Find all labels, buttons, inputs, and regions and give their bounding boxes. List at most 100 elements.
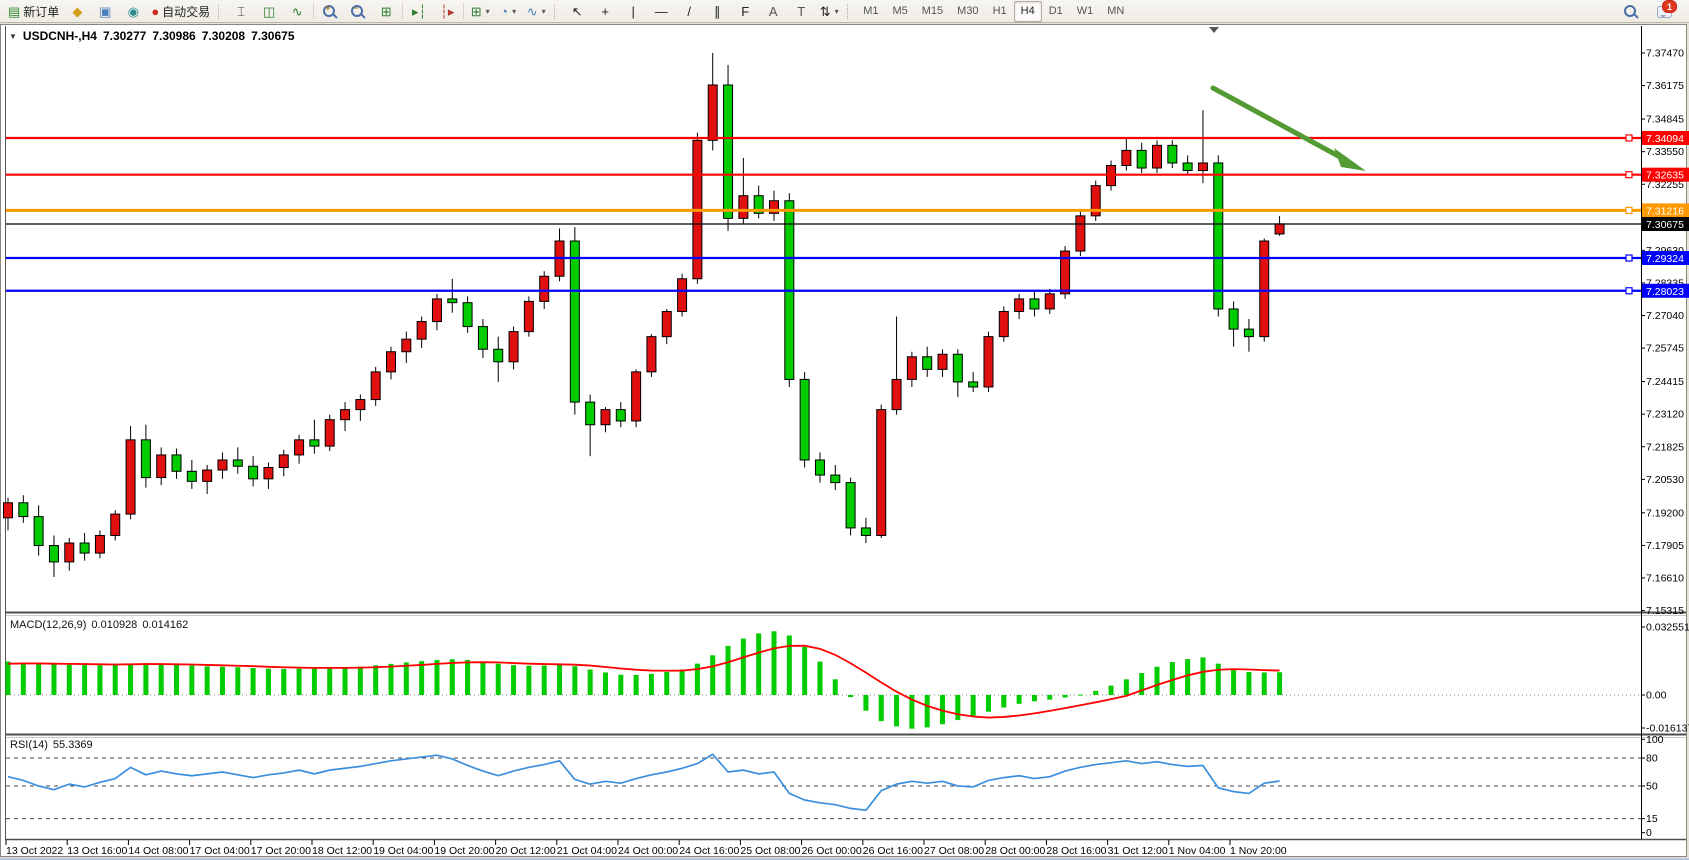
autotrading-icon: ● — [151, 3, 160, 19]
chevron-down-icon: ▾ — [834, 6, 839, 16]
chart-symbol-period: USDCNH-,H4 — [22, 29, 97, 43]
timeframe-m15[interactable]: M15 — [921, 5, 944, 17]
horizontal-line-button[interactable]: — — [647, 1, 675, 22]
vertical-line-button[interactable]: | — [619, 1, 647, 22]
timeframe-m1[interactable]: M1 — [863, 5, 879, 17]
terminal-icon: ▣ — [99, 3, 112, 19]
new-order-button-label: 新订单 — [23, 4, 60, 19]
crosshair-icon: + — [601, 3, 609, 19]
cursor-icon: ↖ — [571, 3, 583, 19]
toolbar-group-timeframes: M1 M5 M15 M30 H1 H4 D1 W1 MN — [856, 0, 1131, 22]
fibonacci-icon: F — [741, 3, 750, 19]
chart-close-value: 7.30675 — [251, 29, 295, 43]
window-bottom-edge — [0, 858, 1689, 860]
zoom-out-icon: − — [350, 3, 366, 18]
toolbar-separator — [313, 3, 315, 19]
macd-signal-value: 0.014162 — [142, 619, 189, 631]
trendline-button[interactable]: / — [675, 1, 703, 22]
chart-low-value: 7.30208 — [201, 29, 246, 43]
new-chart-button[interactable]: ⊞ ▾ — [466, 1, 494, 22]
macd-indicator-label: MACD(12,26,9) 0.010928 0.014162 — [10, 619, 188, 631]
timeframe-mn[interactable]: MN — [1107, 5, 1125, 17]
new-chart-icon: ⊞ — [470, 3, 482, 19]
chart-shift-button[interactable]: ┆▸ — [433, 1, 461, 22]
chart-high-value: 7.30986 — [152, 29, 196, 43]
autotrading-button[interactable]: ● 自动交易 — [147, 1, 214, 22]
chevron-down-icon: ▾ — [512, 6, 517, 16]
auto-scroll-button[interactable]: ▸┆ — [405, 1, 433, 22]
rsi-value: 55.3369 — [52, 739, 93, 751]
arrows-icon: ⇅ — [819, 3, 831, 19]
chart-dropdown-caret[interactable]: ▼ — [9, 31, 17, 41]
line-chart-icon: ∿ — [291, 3, 303, 19]
zoom-in-icon: + — [322, 3, 338, 18]
rsi-indicator-label: RSI(14) 55.3369 — [10, 739, 93, 751]
toolbar-separator — [463, 3, 465, 19]
chevron-down-icon: ▾ — [541, 6, 546, 16]
timeframe-w1[interactable]: W1 — [1076, 5, 1094, 17]
autotrading-button-label: 自动交易 — [162, 4, 211, 19]
arrows-button[interactable]: ⇅ ▾ — [815, 1, 843, 22]
toolbar-separator — [847, 3, 852, 19]
candlestick-icon: ◫ — [263, 3, 276, 19]
new-order-button[interactable]: ▤ 新订单 — [4, 1, 63, 22]
chart-window — [0, 24, 1687, 857]
search-button[interactable] — [1617, 1, 1645, 22]
text-label-button[interactable]: T — [787, 1, 815, 22]
macd-name: MACD(12,26,9) — [10, 619, 87, 631]
candlestick-button[interactable]: ◫ — [255, 1, 283, 22]
chevron-down-icon: ▾ — [485, 6, 490, 16]
new-order-icon: ▤ — [8, 3, 21, 19]
auto-scroll-icon: ▸┆ — [412, 3, 427, 19]
zoom-out-button[interactable]: − — [344, 1, 372, 22]
tile-windows-button[interactable]: ⊞ — [372, 1, 400, 22]
fibonacci-button[interactable]: F — [731, 1, 759, 22]
chart-open-value: 7.30277 — [102, 29, 147, 43]
indicators-icon: ∿ — [526, 3, 538, 19]
trendline-icon: / — [687, 3, 691, 19]
terminal-button[interactable]: ▣ — [91, 1, 119, 22]
cursor-button[interactable]: ↖ — [563, 1, 591, 22]
metaeditor-button[interactable]: ◆ — [63, 1, 91, 22]
horizontal-line-icon: — — [654, 3, 668, 19]
signals-icon: ◉ — [127, 3, 139, 19]
timeframe-h1[interactable]: H1 — [992, 5, 1007, 17]
chat-button[interactable]: 1 — [1653, 0, 1689, 22]
indicators-button[interactable]: ∿ ▾ — [522, 1, 550, 22]
bar-chart-icon: ⌶ — [237, 3, 246, 19]
timeframe-m30[interactable]: M30 — [957, 5, 979, 17]
vertical-line-icon: | — [631, 3, 635, 19]
timeframe-d1[interactable]: D1 — [1048, 5, 1063, 17]
channel-button[interactable]: ∥ — [703, 1, 731, 22]
tile-windows-icon: ⊞ — [380, 3, 392, 19]
main-toolbar: ▤ 新订单 ◆ ▣ ◉ ● 自动交易 ⌶ ◫ ∿ + − ⊞ ▸┆ ┆▸ ⊞ ▾ ◔ ▾ ∿ ▾ ↖ + | — / ∥ F A T ⇅… — [0, 0, 1689, 23]
toolbar-group-objects: ↖ + | — / ∥ F A T ⇅ ▾ — [563, 1, 843, 22]
text-label-icon: T — [797, 3, 806, 19]
toolbar-separator — [554, 3, 559, 19]
signals-button[interactable]: ◉ — [119, 1, 147, 22]
text-icon: A — [768, 3, 778, 19]
timeframe-m5[interactable]: M5 — [892, 5, 908, 17]
metaeditor-icon: ◆ — [72, 3, 83, 19]
toolbar-separator — [402, 3, 404, 19]
zoom-in-button[interactable]: + — [316, 1, 344, 22]
toolbar-group-trade: ▤ 新订单 ◆ ▣ ◉ ● 自动交易 — [4, 1, 214, 22]
toolbar-group-right: 1 — [1617, 0, 1689, 22]
rsi-name: RSI(14) — [10, 739, 48, 751]
chart-shift-icon: ┆▸ — [440, 3, 455, 19]
periods-button[interactable]: ◔ ▾ — [494, 1, 522, 22]
chart-title: ▼ USDCNH-,H4 7.30277 7.30986 7.30208 7.3… — [9, 29, 295, 43]
line-chart-button[interactable]: ∿ — [283, 1, 311, 22]
timeframe-h4[interactable]: H4 — [1013, 0, 1042, 22]
channel-icon: ∥ — [713, 3, 721, 19]
text-button[interactable]: A — [759, 1, 787, 22]
bar-chart-button[interactable]: ⌶ — [227, 1, 255, 22]
toolbar-separator — [218, 3, 223, 19]
periods-icon: ◔ — [500, 3, 509, 19]
crosshair-button[interactable]: + — [591, 1, 619, 22]
chat-icon: 1 — [1657, 0, 1677, 19]
macd-main-value: 0.010928 — [91, 619, 138, 631]
notification-badge: 1 — [1662, 0, 1677, 13]
search-icon — [1623, 4, 1639, 18]
toolbar-group-chart: ⌶ ◫ ∿ + − ⊞ ▸┆ ┆▸ ⊞ ▾ ◔ ▾ ∿ ▾ — [227, 1, 550, 22]
